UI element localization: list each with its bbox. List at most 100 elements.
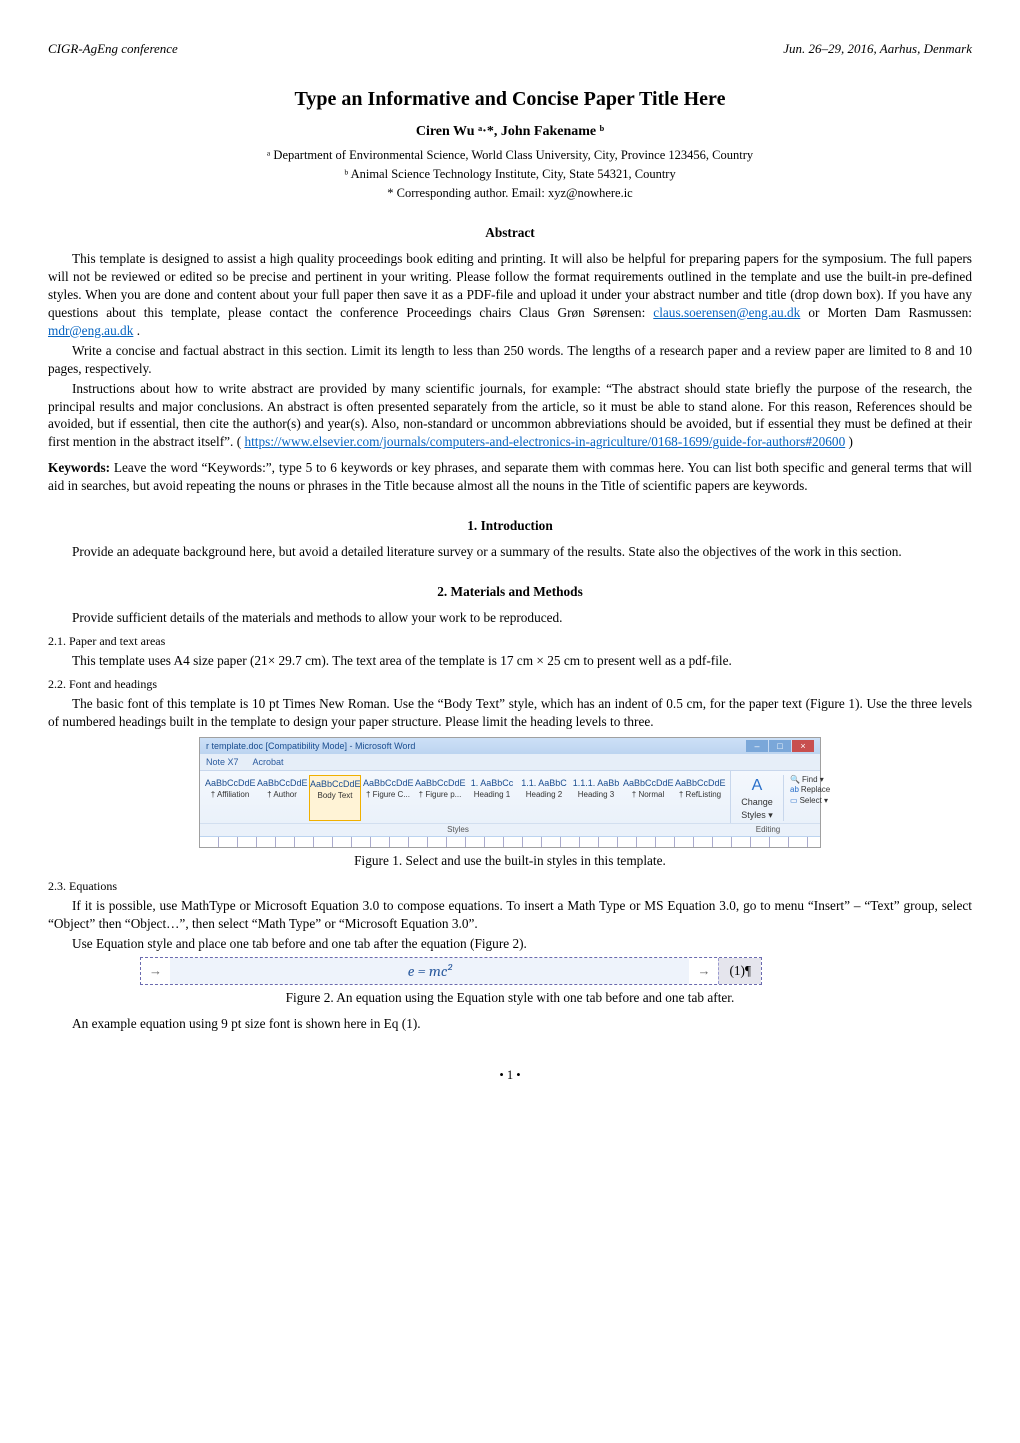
change-styles-icon: A — [737, 775, 777, 797]
style-sample-text: AaBbCcDdE — [257, 777, 307, 789]
style-gallery-item[interactable]: AaBbCcDdE† Normal — [623, 775, 673, 821]
tab-arrow-right: → — [689, 958, 718, 984]
change-styles-label: Change Styles ▾ — [741, 797, 773, 819]
ribbon-right-groups: A Change Styles ▾ 🔍Find ▾ abReplace ▭Sel… — [731, 771, 836, 823]
style-sample-text: 1.1. AaBbC — [519, 777, 569, 789]
abstract-p3-text-b: ) — [849, 434, 853, 449]
style-gallery-item[interactable]: AaBbCcDdEBody Text — [309, 775, 361, 821]
figure-1-caption: Figure 1. Select and use the built-in st… — [48, 852, 972, 870]
style-sample-text: 1.1.1. AaBb — [571, 777, 621, 789]
page-number: • 1 • — [48, 1067, 972, 1084]
maximize-button[interactable]: □ — [769, 740, 791, 752]
style-gallery-item[interactable]: 1. AaBbCcHeading 1 — [467, 775, 517, 821]
style-name-label: † Affiliation — [205, 790, 255, 801]
style-name-label: † RefListing — [675, 790, 725, 801]
s23-heading: 2.3. Equations — [48, 878, 972, 895]
intro-p: Provide an adequate background here, but… — [48, 543, 972, 561]
replace-icon: ab — [790, 785, 799, 794]
style-sample-text: 1. AaBbCc — [467, 777, 517, 789]
s22-heading-text: 2.2. Font and headings — [48, 677, 157, 691]
select-icon: ▭ — [790, 796, 798, 805]
tab-arrow-left: → — [141, 958, 170, 984]
ribbon-tab[interactable]: Note X7 — [206, 756, 239, 768]
s21-p: This template uses A4 size paper (21× 29… — [48, 652, 972, 670]
s23-p2: Use Equation style and place one tab bef… — [48, 935, 972, 953]
style-name-label: † Figure p... — [415, 790, 465, 801]
abstract-p1-text-c: . — [137, 323, 140, 338]
email-link-2[interactable]: mdr@eng.au.dk — [48, 323, 133, 338]
abstract-p3: Instructions about how to write abstract… — [48, 380, 972, 452]
styles-group-label: Styles — [200, 824, 716, 837]
abstract-p1-text-b: or Morten Dam Rasmussen: — [808, 305, 972, 320]
style-sample-text: AaBbCcDdE — [310, 778, 360, 790]
ribbon-title-text: r template.doc [Compatibility Mode] - Mi… — [206, 740, 746, 752]
equation-text: e = mc² — [170, 958, 689, 984]
ribbon-titlebar: r template.doc [Compatibility Mode] - Mi… — [200, 738, 820, 754]
styles-gallery: AaBbCcDdE† AffiliationAaBbCcDdE† AuthorA… — [200, 771, 731, 823]
s22-heading: 2.2. Font and headings — [48, 676, 972, 693]
replace-button[interactable]: abReplace — [790, 785, 830, 795]
select-button[interactable]: ▭Select ▾ — [790, 796, 830, 806]
elsevier-link[interactable]: https://www.elsevier.com/journals/comput… — [244, 434, 845, 449]
header-left: CIGR-AgEng conference — [48, 40, 178, 58]
window-buttons: – □ × — [746, 740, 814, 752]
ribbon-group-labels: Styles Editing — [200, 823, 820, 837]
style-gallery-item[interactable]: 1.1. AaBbCHeading 2 — [519, 775, 569, 821]
ribbon-tabs: Note X7 Acrobat — [200, 754, 820, 770]
s21-heading: 2.1. Paper and text areas — [48, 633, 972, 650]
s22-p: The basic font of this template is 10 pt… — [48, 695, 972, 731]
figure-1-word-ribbon: r template.doc [Compatibility Mode] - Mi… — [199, 737, 821, 849]
running-header: CIGR-AgEng conference Jun. 26–29, 2016, … — [48, 40, 972, 58]
style-name-label: † Figure C... — [363, 790, 413, 801]
s23-p3: An example equation using 9 pt size font… — [48, 1015, 972, 1033]
style-name-label: † Normal — [623, 790, 673, 801]
keywords-text: Leave the word “Keywords:”, type 5 to 6 … — [48, 460, 972, 493]
close-button[interactable]: × — [792, 740, 814, 752]
affiliation-b: ᵇ Animal Science Technology Institute, C… — [48, 166, 972, 183]
change-styles-button[interactable]: A Change Styles ▾ — [737, 775, 784, 821]
style-sample-text: AaBbCcDdE — [623, 777, 673, 789]
editing-group-label: Editing — [716, 824, 820, 837]
keywords-label: Keywords: — [48, 460, 110, 475]
style-gallery-item[interactable]: AaBbCcDdE† Figure p... — [415, 775, 465, 821]
abstract-p1: This template is designed to assist a hi… — [48, 250, 972, 340]
figure-2-caption: Figure 2. An equation using the Equation… — [48, 989, 972, 1007]
style-sample-text: AaBbCcDdE — [675, 777, 725, 789]
style-name-label: Heading 3 — [571, 790, 621, 801]
style-sample-text: AaBbCcDdE — [363, 777, 413, 789]
abstract-p2: Write a concise and factual abstract in … — [48, 342, 972, 378]
find-button[interactable]: 🔍Find ▾ — [790, 775, 830, 785]
style-sample-text: AaBbCcDdE — [415, 777, 465, 789]
find-icon: 🔍 — [790, 775, 800, 784]
header-right: Jun. 26–29, 2016, Aarhus, Denmark — [783, 40, 972, 58]
corresponding-author: * Corresponding author. Email: xyz@nowhe… — [48, 185, 972, 202]
abstract-heading: Abstract — [48, 224, 972, 242]
authors-line: Ciren Wu ᵃ·*, John Fakename ᵇ — [48, 123, 972, 142]
email-link-1[interactable]: claus.soerensen@eng.au.dk — [653, 305, 800, 320]
style-gallery-item[interactable]: AaBbCcDdE† Affiliation — [205, 775, 255, 821]
mm-heading: 2. Materials and Methods — [48, 583, 972, 601]
keywords-line: Keywords: Leave the word “Keywords:”, ty… — [48, 459, 972, 495]
ribbon-body: AaBbCcDdE† AffiliationAaBbCcDdE† AuthorA… — [200, 770, 820, 823]
affiliation-a: ᵃ Department of Environmental Science, W… — [48, 147, 972, 164]
style-gallery-item[interactable]: AaBbCcDdE† RefListing — [675, 775, 725, 821]
style-name-label: Heading 2 — [519, 790, 569, 801]
style-name-label: Body Text — [310, 791, 360, 802]
ribbon-tab[interactable]: Acrobat — [253, 756, 284, 768]
select-label: Select ▾ — [800, 796, 828, 805]
style-gallery-item[interactable]: 1.1.1. AaBbHeading 3 — [571, 775, 621, 821]
style-gallery-item[interactable]: AaBbCcDdE† Figure C... — [363, 775, 413, 821]
equation-number: (1)¶ — [718, 958, 761, 984]
find-label: Find ▾ — [802, 775, 824, 784]
minimize-button[interactable]: – — [746, 740, 768, 752]
paper-title: Type an Informative and Concise Paper Ti… — [48, 86, 972, 113]
ruler — [200, 836, 820, 847]
style-name-label: Heading 1 — [467, 790, 517, 801]
s23-heading-text: 2.3. Equations — [48, 879, 117, 893]
style-gallery-item[interactable]: AaBbCcDdE† Author — [257, 775, 307, 821]
s21-heading-text: 2.1. Paper and text areas — [48, 634, 165, 648]
s23-p1: If it is possible, use MathType or Micro… — [48, 897, 972, 933]
intro-heading: 1. Introduction — [48, 517, 972, 535]
style-sample-text: AaBbCcDdE — [205, 777, 255, 789]
style-name-label: † Author — [257, 790, 307, 801]
